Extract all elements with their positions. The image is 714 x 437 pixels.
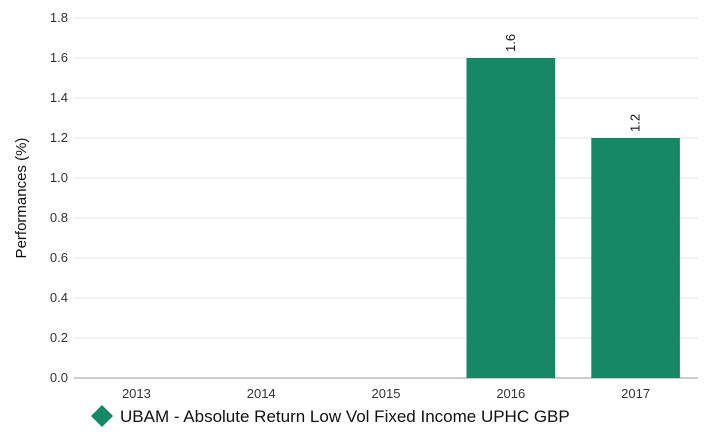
legend-marker-icon [91,405,113,427]
data-label-2016: 1.6 [503,34,518,52]
x-tick-label: 2015 [372,386,401,401]
x-tick-label: 2014 [247,386,276,401]
data-label-2017: 1.2 [628,114,643,132]
x-tick-label: 2017 [621,386,650,401]
grid-lines [74,17,698,339]
y-axis-title: Performances (%) [13,138,30,259]
bar-2017[interactable] [591,138,680,378]
y-tick-label: 0.2 [50,330,68,345]
data-labels: 1.6 1.2 [503,34,643,132]
y-tick-label: 1.4 [50,90,68,105]
y-tick-label: 1.8 [50,10,68,25]
x-tick-label: 2013 [122,386,151,401]
y-tick-label: 0.8 [50,210,68,225]
bars [466,58,680,378]
legend[interactable]: UBAM - Absolute Return Low Vol Fixed Inc… [91,405,570,427]
y-tick-label: 1.2 [50,130,68,145]
bar-2016[interactable] [466,58,556,378]
legend-series-label: UBAM - Absolute Return Low Vol Fixed Inc… [120,407,570,426]
y-tick-labels: 0.0 0.2 0.4 0.6 0.8 1.0 1.2 1.4 1.6 1.8 [50,10,68,385]
x-tick-labels: 2013 2014 2015 2016 2017 [122,386,650,401]
y-tick-label: 0.0 [50,370,68,385]
y-tick-label: 1.0 [50,170,68,185]
y-tick-label: 1.6 [50,50,68,65]
y-tick-label: 0.6 [50,250,68,265]
x-tick-label: 2016 [496,386,525,401]
y-tick-label: 0.4 [50,290,68,305]
